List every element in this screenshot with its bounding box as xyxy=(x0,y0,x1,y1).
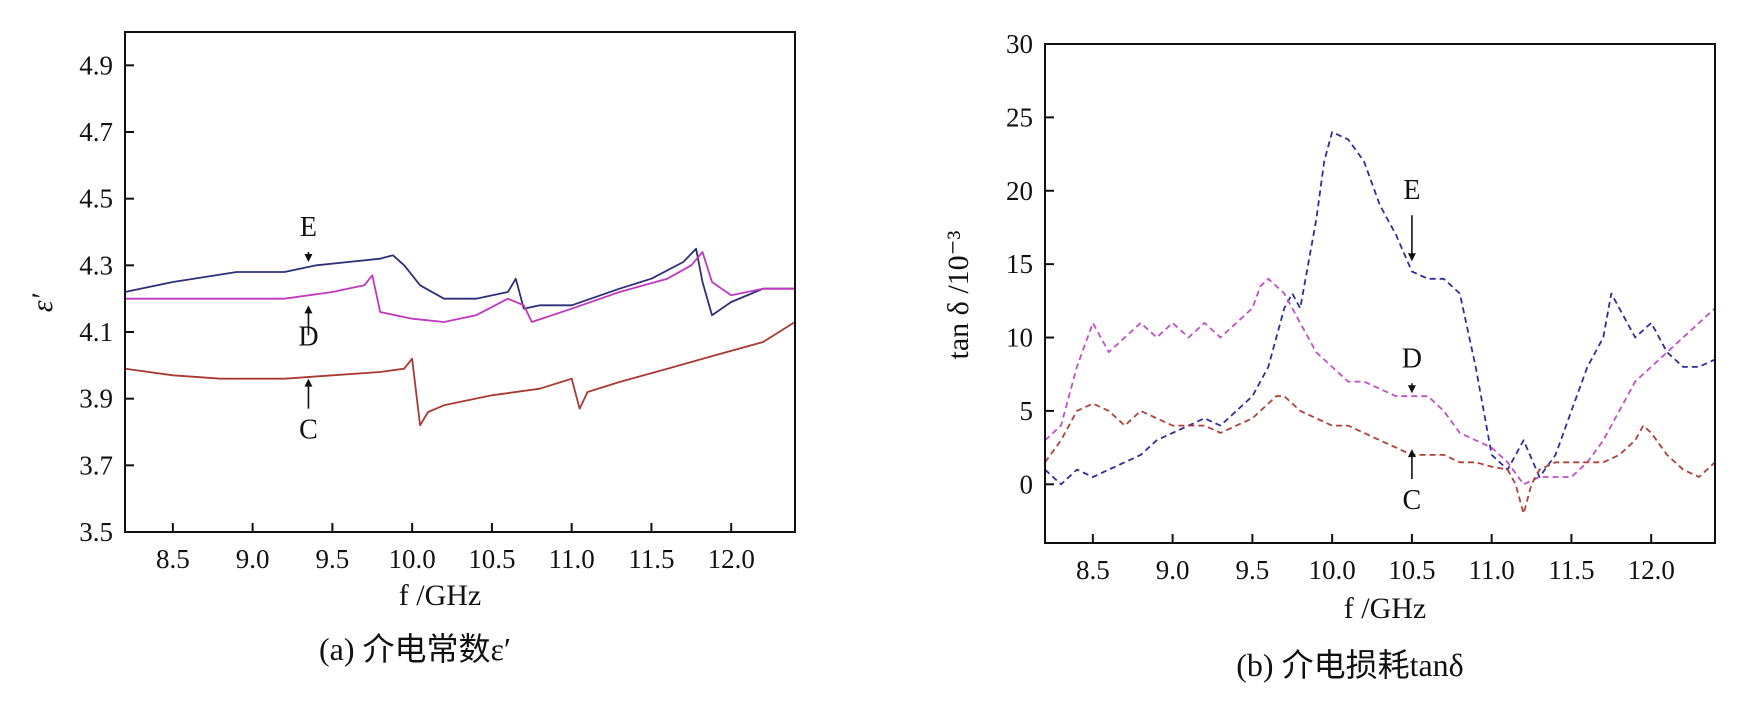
x-tick-label: 10.5 xyxy=(468,544,515,574)
y-tick-label: 0 xyxy=(1020,469,1034,499)
y-tick-label: 4.5 xyxy=(79,184,113,214)
y-tick-label: 15 xyxy=(1006,249,1033,279)
annotation-c: C xyxy=(299,378,318,446)
panel-b-plot-frame xyxy=(1044,43,1716,544)
x-tick-label: 10.0 xyxy=(1309,555,1356,585)
x-tick-label: 12.0 xyxy=(708,544,755,574)
panel-a-series xyxy=(125,247,795,427)
annotation-label: D xyxy=(298,321,318,352)
panel-a-plot-frame xyxy=(124,31,796,533)
panel-a-ticks: 8.5 9.0 9.5 10.0 10.5 11.0 11.5 12.0 3.5 3.7 3.9 4.… xyxy=(79,50,755,574)
x-tick-label: 11.5 xyxy=(628,544,674,574)
annotation-e: E xyxy=(1403,175,1420,262)
panel-a-y-axis-label: ε′ xyxy=(26,293,59,312)
y-tick-label: 4.1 xyxy=(79,317,113,347)
series-line-d xyxy=(1045,277,1715,486)
y-tick-label: 3.9 xyxy=(79,384,113,414)
x-tick-label: 10.0 xyxy=(389,544,436,574)
panel-a-annotations: E D C xyxy=(298,212,318,446)
panel-a-x-axis-label: f /GHz xyxy=(399,579,481,612)
y-tick-label: 5 xyxy=(1020,396,1034,426)
x-tick-label: 11.0 xyxy=(549,544,595,574)
panel-b-y-axis-label: tan δ /10⁻³ xyxy=(942,231,975,360)
y-tick-label: 3.5 xyxy=(79,517,113,547)
panel-b-x-axis-label: f /GHz xyxy=(1344,592,1426,625)
y-tick-label: 4.7 xyxy=(79,117,113,147)
y-tick-label: 4.3 xyxy=(79,250,113,280)
annotation-label: C xyxy=(1403,485,1422,516)
annotation-arrow-head xyxy=(1407,449,1416,458)
annotation-d: D xyxy=(1402,343,1422,394)
annotation-arrow-head xyxy=(304,305,313,314)
panel-b-ticks: 8.5 9.0 9.5 10.0 10.5 11.0 11.5 12.0 0 5 10 15 20 25 3… xyxy=(1006,29,1675,585)
x-tick-label: 9.5 xyxy=(1236,555,1270,585)
y-tick-label: 25 xyxy=(1006,102,1033,132)
annotation-arrow-head xyxy=(304,254,313,262)
annotation-e: E xyxy=(300,212,317,262)
series-line-e xyxy=(1045,131,1715,486)
annotation-label: E xyxy=(300,212,317,243)
panel-a-caption: (a) 介电常数ε′ xyxy=(319,631,511,667)
x-tick-label: 9.0 xyxy=(1156,555,1190,585)
series-line-e xyxy=(125,247,795,317)
panel-a-dielectric-constant: 8.5 9.0 9.5 10.0 10.5 11.0 11.5 12.0 3.5 3.7 3.9 4.… xyxy=(26,31,796,667)
x-tick-label: 8.5 xyxy=(1076,555,1110,585)
x-tick-label: 9.0 xyxy=(236,544,270,574)
panel-b-annotations: E D C xyxy=(1402,175,1422,516)
y-tick-label: 3.7 xyxy=(79,450,113,480)
series-line-c xyxy=(125,321,795,427)
x-tick-label: 9.5 xyxy=(316,544,350,574)
panel-b-series xyxy=(1045,131,1715,515)
annotation-c: C xyxy=(1403,449,1422,516)
y-tick-label: 20 xyxy=(1006,176,1033,206)
annotation-label: C xyxy=(299,415,318,446)
x-tick-label: 11.0 xyxy=(1469,555,1515,585)
y-tick-label: 4.9 xyxy=(79,50,113,80)
x-tick-label: 11.5 xyxy=(1548,555,1594,585)
annotation-arrow-head xyxy=(1407,385,1416,394)
panel-b-caption: (b) 介电损耗tanδ xyxy=(1236,647,1464,683)
annotation-label: E xyxy=(1403,175,1420,206)
panel-b-dielectric-loss: 8.5 9.0 9.5 10.0 10.5 11.0 11.5 12.0 0 5 10 15 20 25 3… xyxy=(942,29,1716,683)
annotation-label: D xyxy=(1402,343,1422,374)
annotation-arrow-head xyxy=(1407,253,1416,262)
series-line-d xyxy=(125,251,795,323)
annotation-arrow-head xyxy=(304,378,313,387)
annotation-d: D xyxy=(298,305,319,352)
y-tick-label: 10 xyxy=(1006,323,1033,353)
x-tick-label: 8.5 xyxy=(156,544,190,574)
y-tick-label: 30 xyxy=(1006,29,1033,59)
series-line-c xyxy=(1045,395,1715,515)
x-tick-label: 12.0 xyxy=(1628,555,1675,585)
x-tick-label: 10.5 xyxy=(1388,555,1435,585)
